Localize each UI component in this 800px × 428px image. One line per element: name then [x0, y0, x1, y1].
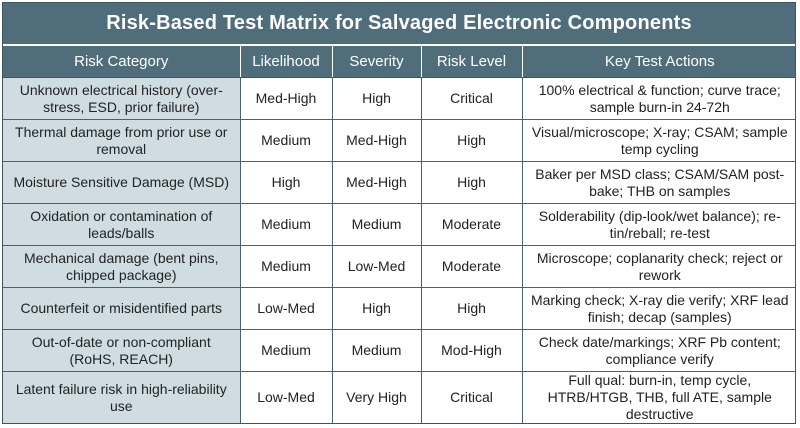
table-row: Latent failure risk in high-reliability …: [3, 371, 795, 423]
cell-key-test-actions: Marking check; X-ray die verify; XRF lea…: [521, 287, 795, 330]
header-risk-category: Risk Category: [3, 46, 241, 78]
cell-key-test-actions: Solderability (dip-look/wet balance); re…: [521, 203, 795, 246]
cell-risk-level: High: [420, 119, 523, 162]
cell-risk-level: Moderate: [420, 203, 523, 246]
cell-likelihood: Low-Med: [239, 371, 333, 423]
cell-likelihood: Medium: [239, 119, 333, 162]
cell-key-test-actions: 100% electrical & function; curve trace;…: [521, 77, 795, 120]
risk-matrix-frame: Risk-Based Test Matrix for Salvaged Elec…: [2, 2, 796, 424]
cell-severity: Very High: [331, 371, 422, 423]
table-row: Thermal damage from prior use or removal…: [3, 119, 795, 162]
cell-severity: High: [331, 77, 422, 120]
cell-severity: High: [331, 287, 422, 330]
cell-severity: Med-High: [331, 119, 422, 162]
cell-risk-category: Mechanical damage (bent pins, chipped pa…: [3, 245, 241, 288]
header-likelihood: Likelihood: [239, 46, 333, 78]
cell-severity: Medium: [331, 203, 422, 246]
header-key-test-actions: Key Test Actions: [521, 46, 795, 78]
table-row: Moisture Sensitive Damage (MSD) High Med…: [3, 161, 795, 204]
cell-risk-level: High: [420, 287, 523, 330]
header-severity: Severity: [331, 46, 422, 78]
cell-likelihood: Low-Med: [239, 287, 333, 330]
cell-risk-category: Thermal damage from prior use or removal: [3, 119, 241, 162]
cell-likelihood: Medium: [239, 245, 333, 288]
cell-severity: Med-High: [331, 161, 422, 204]
cell-risk-level: High: [420, 161, 523, 204]
risk-matrix-table: Risk Category Likelihood Severity Risk L…: [3, 46, 795, 423]
table-row: Out-of-date or non-compliant (RoHS, REAC…: [3, 329, 795, 372]
cell-likelihood: High: [239, 161, 333, 204]
cell-risk-level: Moderate: [420, 245, 523, 288]
cell-risk-category: Oxidation or contamination of leads/ball…: [3, 203, 241, 246]
cell-likelihood: Medium: [239, 329, 333, 372]
cell-risk-level: Critical: [420, 371, 523, 423]
table-row: Mechanical damage (bent pins, chipped pa…: [3, 245, 795, 288]
cell-severity: Medium: [331, 329, 422, 372]
table-row: Unknown electrical history (over-stress,…: [3, 77, 795, 120]
table-title: Risk-Based Test Matrix for Salvaged Elec…: [3, 3, 795, 46]
cell-risk-category: Out-of-date or non-compliant (RoHS, REAC…: [3, 329, 241, 372]
cell-risk-category: Counterfeit or misidentified parts: [3, 287, 241, 330]
cell-key-test-actions: Visual/microscope; X-ray; CSAM; sample t…: [521, 119, 795, 162]
cell-risk-category: Moisture Sensitive Damage (MSD): [3, 161, 241, 204]
cell-key-test-actions: Microscope; coplanarity check; reject or…: [521, 245, 795, 288]
cell-risk-category: Unknown electrical history (over-stress,…: [3, 77, 241, 120]
cell-likelihood: Medium: [239, 203, 333, 246]
cell-key-test-actions: Baker per MSD class; CSAM/SAM post-bake;…: [521, 161, 795, 204]
cell-risk-level: Mod-High: [420, 329, 523, 372]
cell-severity: Low-Med: [331, 245, 422, 288]
header-row: Risk Category Likelihood Severity Risk L…: [3, 46, 795, 78]
table-row: Oxidation or contamination of leads/ball…: [3, 203, 795, 246]
header-risk-level: Risk Level: [420, 46, 523, 78]
cell-key-test-actions: Check date/markings; XRF Pb content; com…: [521, 329, 795, 372]
cell-risk-level: Critical: [420, 77, 523, 120]
cell-key-test-actions: Full qual: burn-in, temp cycle, HTRB/HTG…: [521, 371, 795, 423]
cell-risk-category: Latent failure risk in high-reliability …: [3, 371, 241, 423]
cell-likelihood: Med-High: [239, 77, 333, 120]
table-row: Counterfeit or misidentified parts Low-M…: [3, 287, 795, 330]
